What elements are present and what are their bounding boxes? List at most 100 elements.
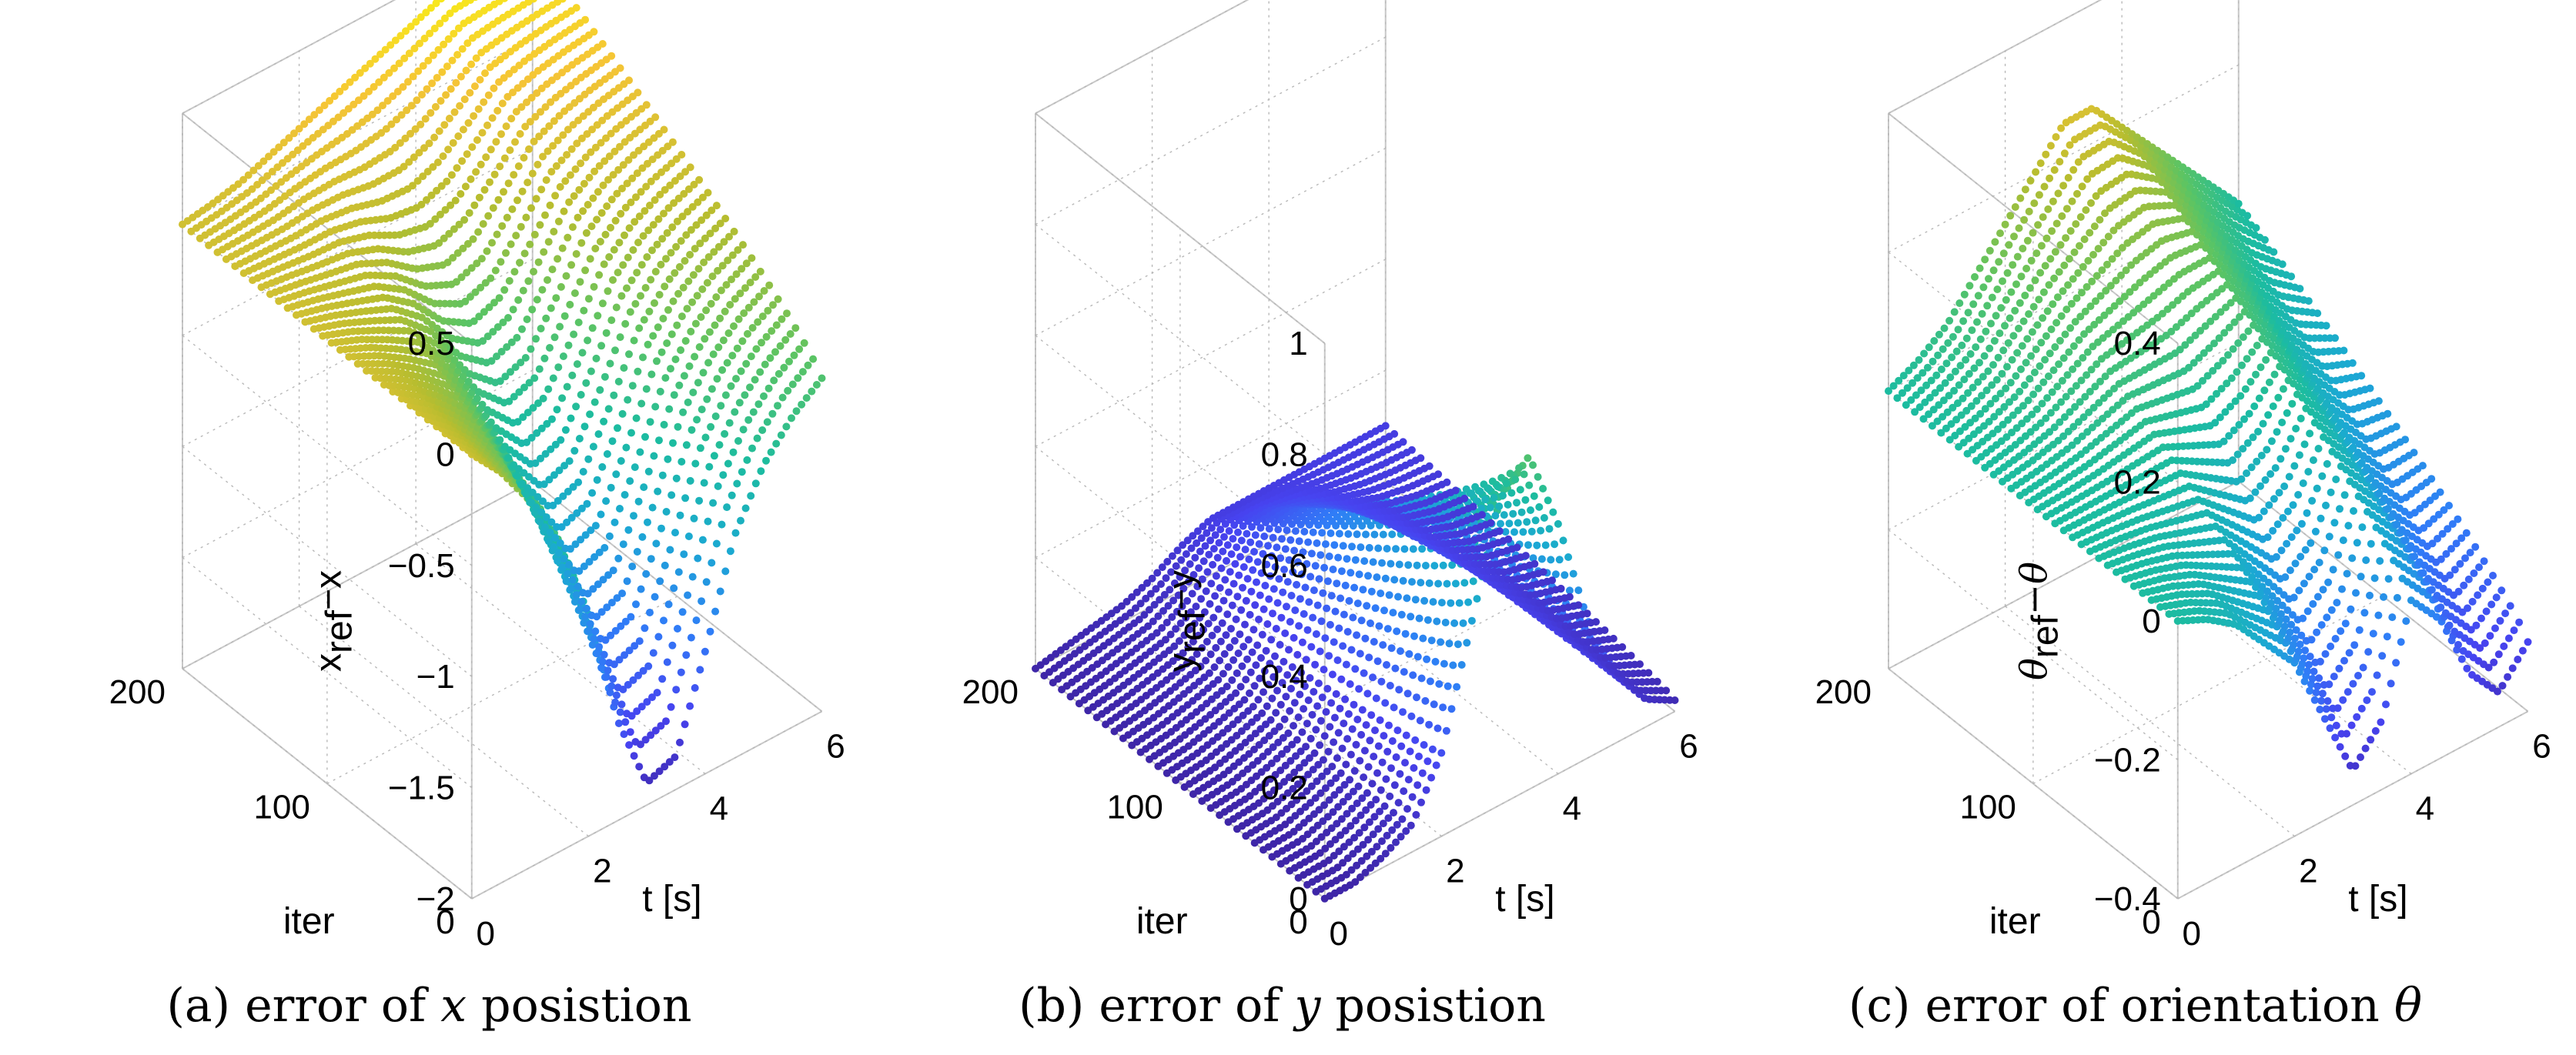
data-point bbox=[1415, 753, 1423, 760]
data-point bbox=[1220, 533, 1228, 541]
data-point bbox=[1276, 766, 1285, 775]
data-point bbox=[1266, 659, 1274, 668]
data-point bbox=[601, 636, 610, 644]
data-point bbox=[1431, 657, 1440, 666]
data-point bbox=[1302, 656, 1310, 664]
data-point bbox=[1179, 649, 1187, 657]
data-point bbox=[1220, 713, 1229, 722]
data-point bbox=[470, 317, 478, 326]
data-point bbox=[1520, 470, 1528, 479]
data-point bbox=[493, 230, 501, 239]
data-point bbox=[768, 327, 776, 336]
data-point bbox=[711, 321, 719, 329]
grid-line bbox=[1888, 0, 2102, 114]
data-point bbox=[1142, 594, 1150, 603]
data-point bbox=[537, 185, 546, 194]
data-point bbox=[619, 686, 627, 693]
data-point bbox=[561, 177, 570, 185]
data-point bbox=[1323, 829, 1331, 836]
data-point bbox=[2351, 762, 2360, 770]
data-point bbox=[680, 372, 688, 380]
data-point bbox=[510, 392, 518, 401]
data-point bbox=[1279, 588, 1287, 596]
data-point bbox=[667, 249, 675, 257]
data-point bbox=[704, 359, 713, 367]
data-point bbox=[519, 286, 527, 295]
data-point bbox=[753, 434, 761, 442]
data-point bbox=[1163, 619, 1171, 626]
data-point bbox=[709, 350, 718, 359]
data-point bbox=[1251, 729, 1260, 738]
data-point bbox=[1427, 636, 1436, 645]
data-point bbox=[701, 433, 710, 442]
data-point bbox=[663, 658, 671, 666]
data-point bbox=[1174, 591, 1183, 599]
data-point bbox=[702, 306, 711, 315]
data-point bbox=[472, 168, 480, 176]
data-point bbox=[686, 163, 694, 172]
data-point bbox=[1335, 529, 1343, 538]
data-point bbox=[464, 377, 473, 386]
data-point bbox=[658, 235, 667, 243]
data-point bbox=[1162, 636, 1169, 644]
data-point bbox=[621, 491, 629, 499]
data-point bbox=[1320, 732, 1329, 740]
data-point bbox=[661, 763, 669, 771]
data-point bbox=[540, 354, 549, 362]
data-point bbox=[1467, 489, 1476, 498]
data-point bbox=[503, 343, 511, 351]
data-point bbox=[530, 0, 537, 3]
data-point bbox=[693, 416, 701, 424]
data-point bbox=[258, 176, 266, 185]
data-point bbox=[1283, 671, 1292, 679]
data-point bbox=[483, 121, 491, 129]
data-point bbox=[1233, 732, 1241, 740]
data-point bbox=[701, 647, 709, 656]
data-point bbox=[1219, 770, 1228, 779]
data-point bbox=[1195, 677, 1203, 686]
data-point bbox=[1229, 579, 1238, 588]
data-point bbox=[540, 248, 548, 256]
data-point bbox=[644, 340, 652, 349]
data-point bbox=[1231, 559, 1239, 568]
data-point bbox=[693, 292, 701, 300]
data-point bbox=[481, 279, 490, 287]
data-point bbox=[1256, 674, 1264, 683]
data-point bbox=[1325, 652, 1333, 660]
data-point bbox=[710, 452, 718, 460]
data-point bbox=[1289, 568, 1297, 576]
data-point bbox=[556, 539, 564, 547]
data-point bbox=[607, 682, 616, 690]
data-point bbox=[734, 245, 742, 254]
data-point bbox=[1333, 579, 1341, 588]
data-point bbox=[621, 203, 630, 212]
data-point bbox=[1398, 815, 1407, 823]
data-point bbox=[1343, 810, 1351, 818]
data-point bbox=[1206, 599, 1214, 608]
data-point bbox=[651, 299, 658, 307]
data-point bbox=[464, 119, 473, 127]
data-point bbox=[1394, 593, 1402, 601]
data-point bbox=[590, 635, 598, 643]
data-point bbox=[475, 193, 483, 202]
data-point bbox=[1303, 559, 1311, 568]
data-point bbox=[1194, 631, 1203, 639]
data-point bbox=[391, 36, 400, 45]
data-point bbox=[730, 227, 738, 235]
data-point bbox=[503, 92, 512, 101]
data-point bbox=[1430, 562, 1439, 570]
data-point bbox=[665, 758, 674, 766]
data-point bbox=[684, 208, 692, 216]
data-point bbox=[1269, 609, 1276, 618]
data-point bbox=[1278, 750, 1286, 758]
data-point bbox=[626, 308, 634, 316]
data-point bbox=[1245, 555, 1253, 563]
data-point bbox=[1460, 579, 1469, 587]
data-point bbox=[711, 412, 720, 420]
data-point bbox=[694, 265, 703, 273]
data-point bbox=[647, 177, 655, 185]
data-point bbox=[423, 85, 431, 93]
data-point bbox=[496, 436, 504, 444]
data-point bbox=[534, 492, 542, 501]
data-point bbox=[1224, 663, 1233, 671]
